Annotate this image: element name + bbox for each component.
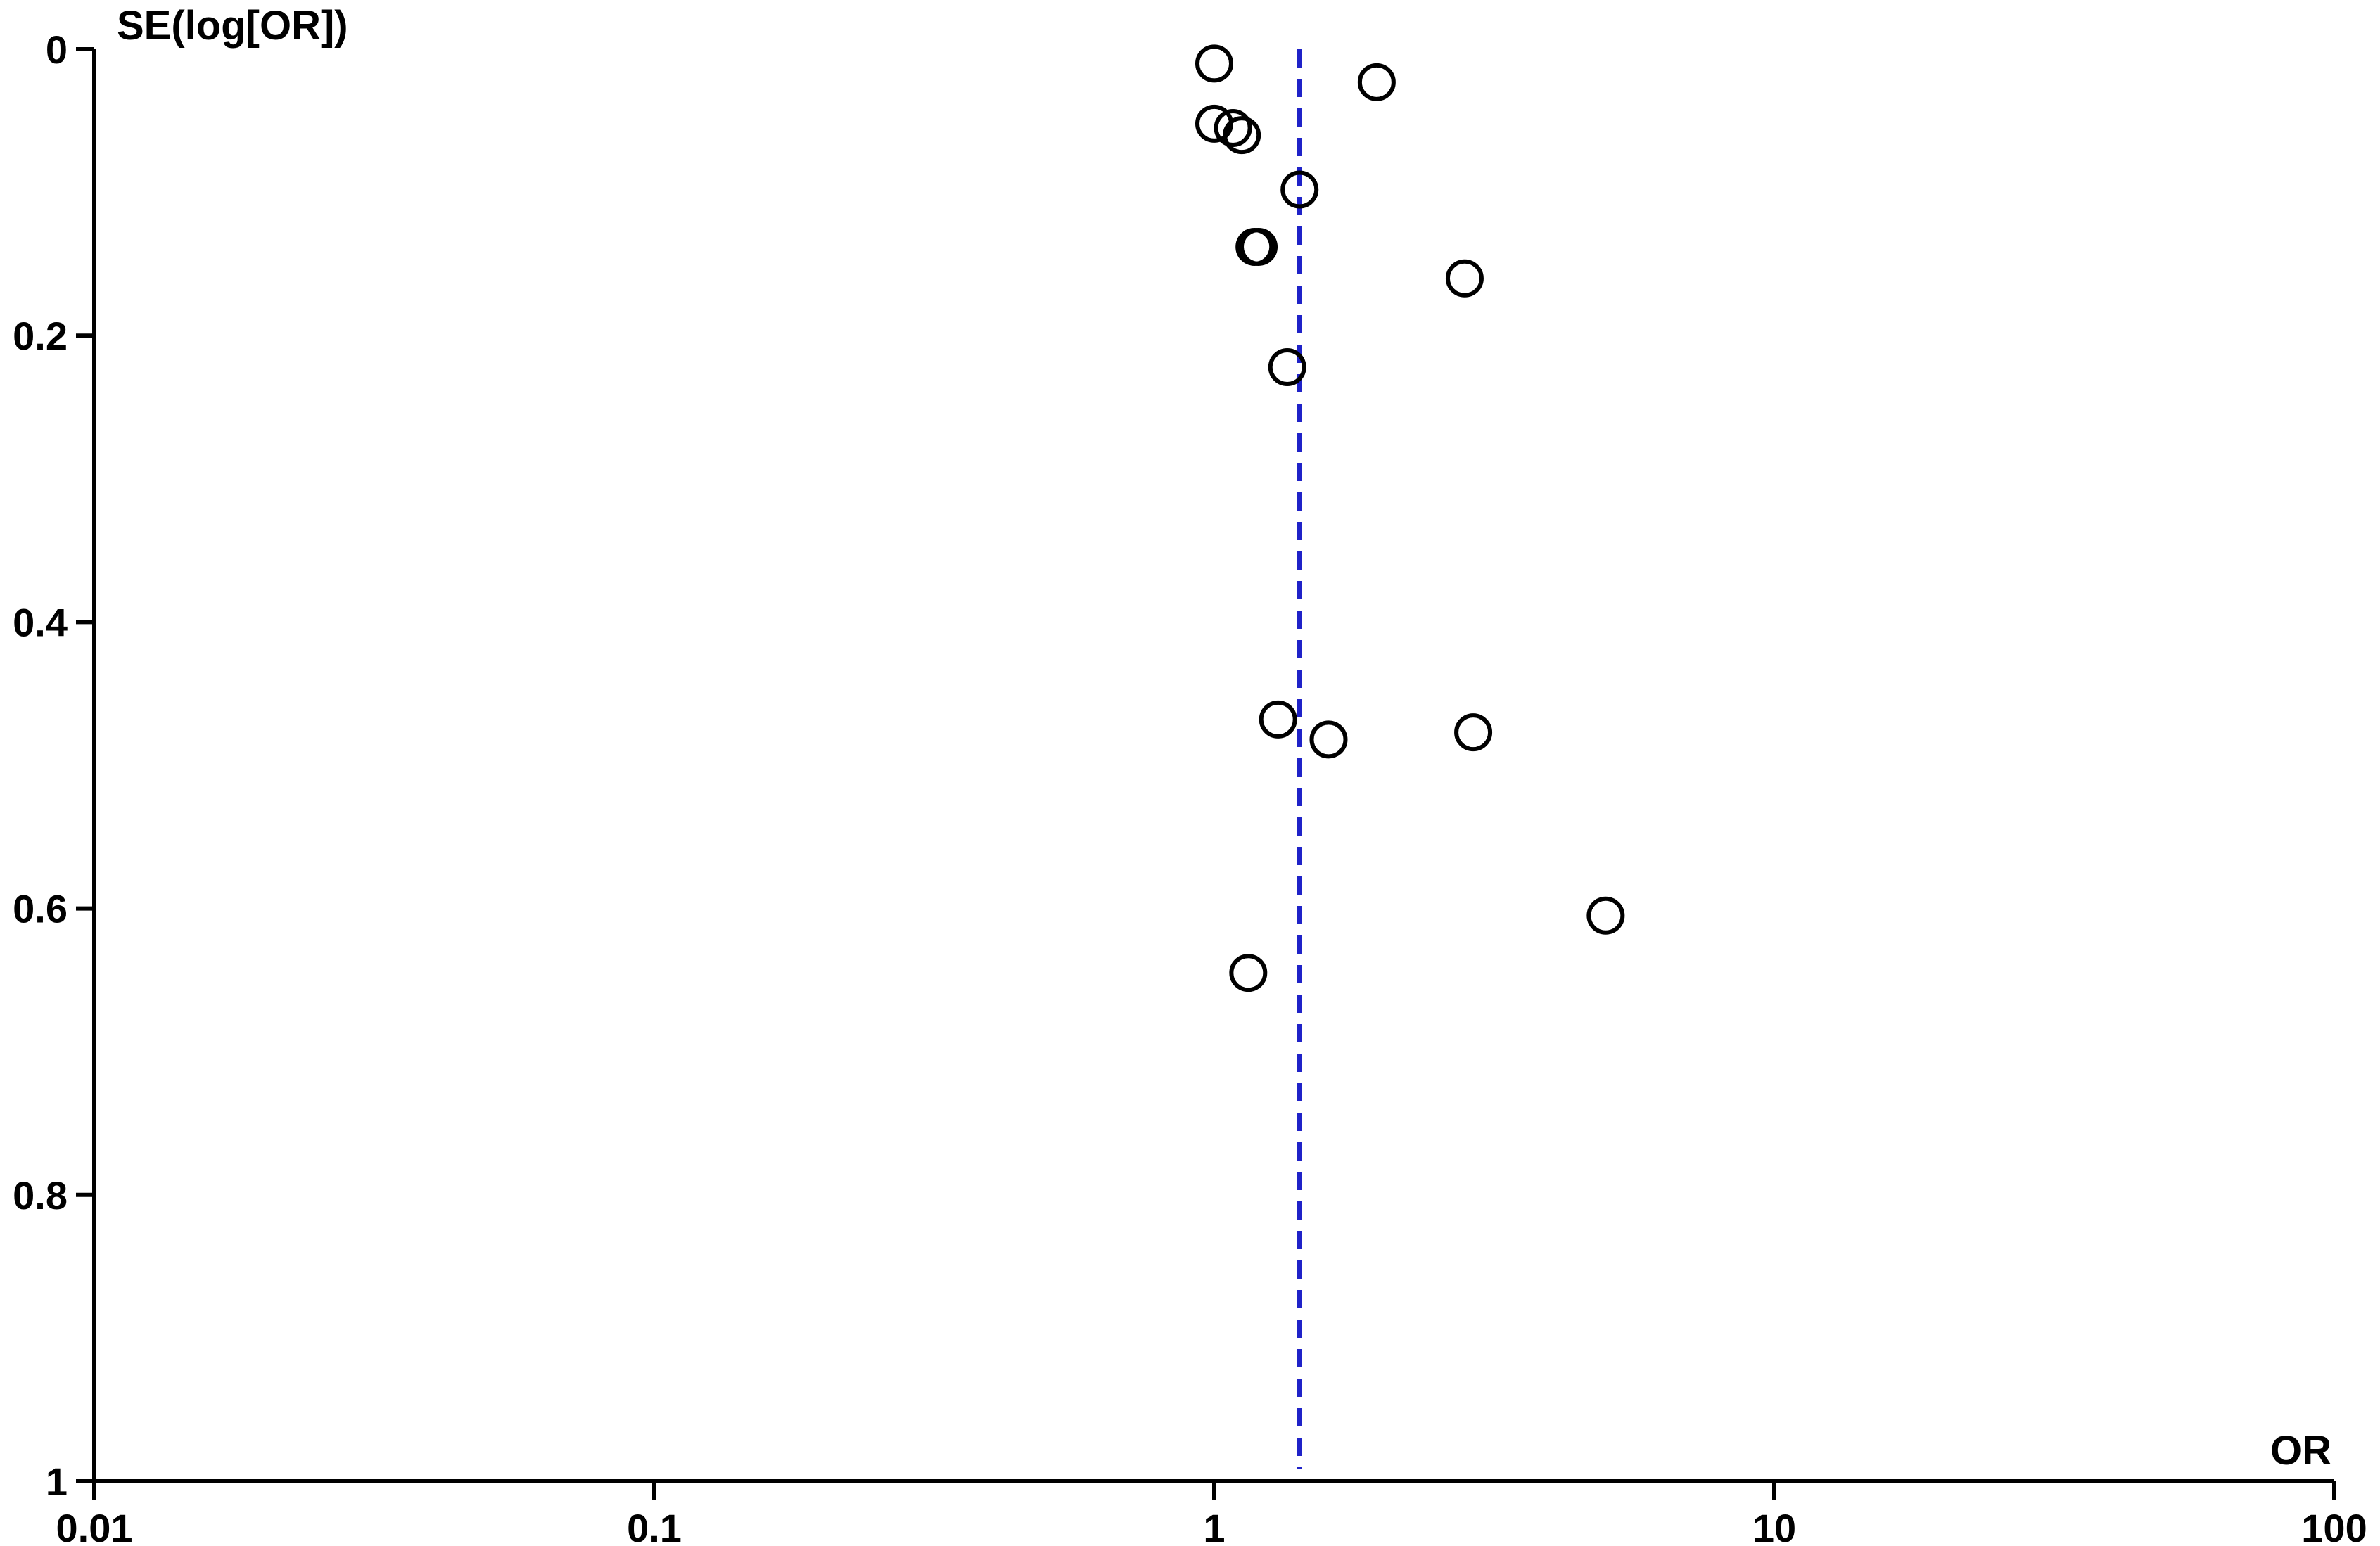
x-tick-label: 0.1 bbox=[627, 1506, 682, 1546]
data-points-layer bbox=[1195, 44, 1625, 992]
y-tick-label: 0 bbox=[46, 27, 68, 72]
y-tick-label: 0.2 bbox=[13, 314, 68, 358]
study-point bbox=[1259, 700, 1297, 739]
y-tick-label: 1 bbox=[46, 1459, 68, 1504]
study-point bbox=[1223, 116, 1261, 155]
study-point bbox=[1586, 896, 1625, 935]
axes bbox=[76, 47, 2336, 1500]
y-tick-label: 0.4 bbox=[13, 600, 68, 644]
study-point bbox=[1229, 954, 1268, 992]
y-tick-label: 0.8 bbox=[13, 1173, 68, 1218]
study-point bbox=[1280, 170, 1319, 209]
study-point bbox=[1195, 44, 1233, 83]
study-point bbox=[1214, 108, 1252, 147]
x-axis-title: OR bbox=[2270, 1428, 2331, 1474]
study-point bbox=[1268, 347, 1306, 386]
y-tick-label: 0.6 bbox=[13, 887, 68, 931]
study-point bbox=[1240, 227, 1278, 266]
study-point bbox=[1445, 259, 1484, 298]
x-tick-label: 0.01 bbox=[56, 1506, 133, 1546]
study-point bbox=[1454, 713, 1493, 752]
study-point bbox=[1357, 63, 1396, 101]
y-axis-title: SE(log[OR]) bbox=[117, 3, 348, 49]
x-tick-label: 10 bbox=[1752, 1506, 1796, 1546]
x-tick-label: 1 bbox=[1203, 1506, 1225, 1546]
x-tick-label: 100 bbox=[2301, 1506, 2367, 1546]
study-point bbox=[1309, 720, 1348, 759]
